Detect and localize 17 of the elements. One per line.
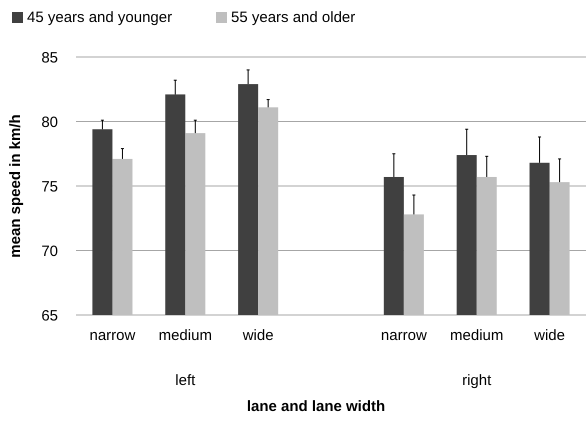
y-tick-label: 85 bbox=[41, 49, 58, 66]
x-tick-label: narrow bbox=[90, 327, 136, 344]
x-tick-label: medium bbox=[450, 327, 504, 344]
y-tick-label: 65 bbox=[41, 307, 58, 324]
text: left bbox=[175, 372, 196, 389]
x-tick-label: wide bbox=[242, 327, 274, 344]
x-tick-label: medium bbox=[158, 327, 212, 344]
y-axis-title: mean speed in km/h bbox=[7, 114, 24, 258]
y-tick-label: 70 bbox=[41, 242, 58, 260]
y-tick-label: 75 bbox=[41, 178, 58, 196]
text: right bbox=[462, 372, 492, 389]
x-tick-label: wide bbox=[533, 327, 565, 344]
y-tick-label: 80 bbox=[41, 114, 58, 131]
x-axis-title: lane and lane width bbox=[246, 398, 386, 415]
legend-label: 55 years and older bbox=[231, 9, 356, 26]
x-tick-label: narrow bbox=[380, 327, 427, 344]
legend-label: 45 years and younger bbox=[27, 9, 172, 26]
